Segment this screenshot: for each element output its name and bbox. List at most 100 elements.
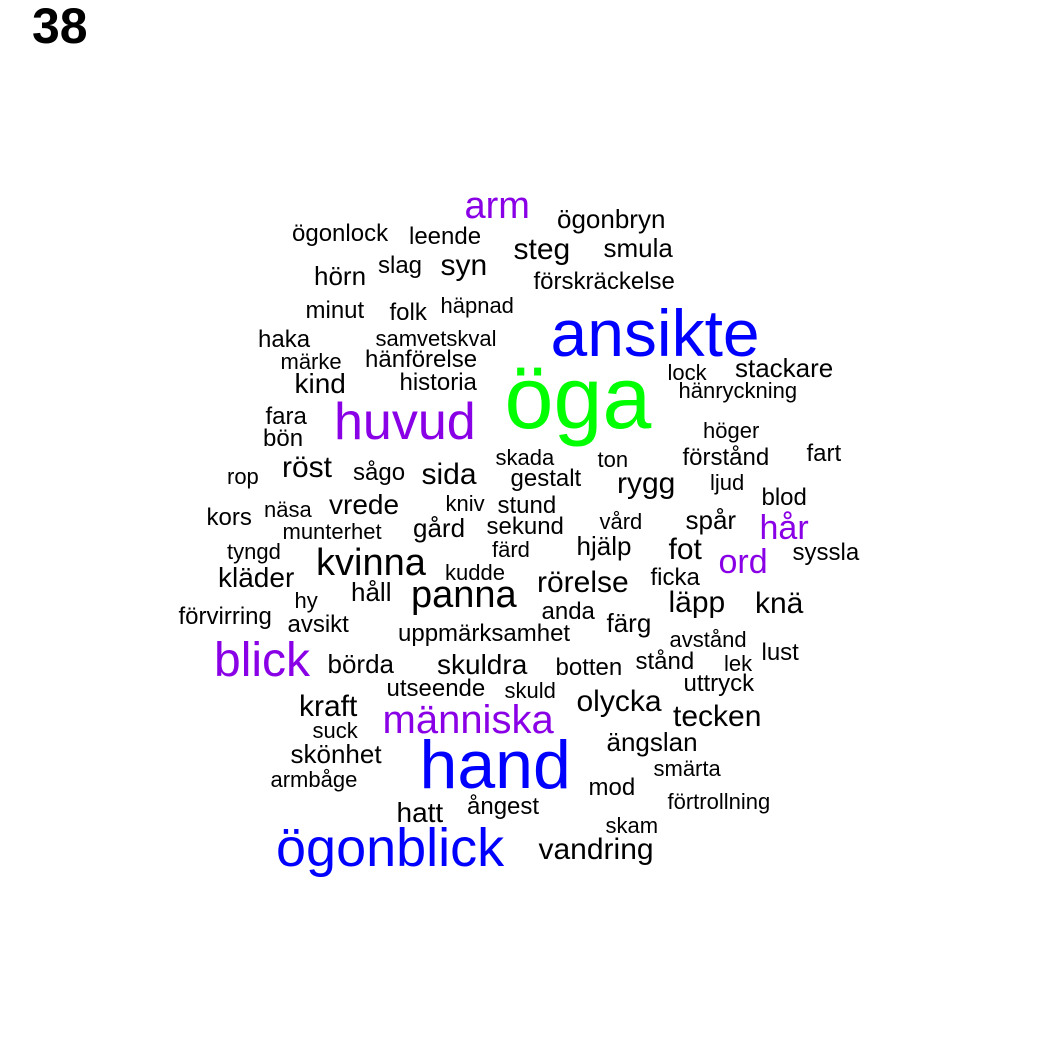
word: kudde bbox=[445, 560, 505, 585]
word: suck bbox=[312, 718, 358, 743]
word: bön bbox=[263, 425, 304, 452]
word: avstånd bbox=[669, 627, 747, 652]
word: uppmärksamhet bbox=[398, 620, 571, 647]
word: blod bbox=[761, 484, 807, 511]
word: haka bbox=[258, 326, 311, 353]
word: blick bbox=[214, 634, 311, 687]
word: smula bbox=[603, 233, 673, 263]
figure-number-label: 38 bbox=[32, 0, 88, 54]
word: rörelse bbox=[537, 566, 629, 599]
word: håll bbox=[351, 577, 392, 607]
word: mod bbox=[588, 774, 636, 801]
word: hår bbox=[759, 509, 809, 547]
word: kors bbox=[206, 504, 252, 531]
word: olycka bbox=[576, 685, 662, 718]
word: hänförelse bbox=[365, 346, 478, 373]
word: vård bbox=[599, 509, 643, 534]
word: arm bbox=[464, 185, 530, 227]
word: börda bbox=[327, 649, 395, 679]
word: syssla bbox=[792, 539, 860, 566]
word: kläder bbox=[218, 562, 295, 593]
word: skuldra bbox=[437, 649, 528, 680]
word: folk bbox=[389, 299, 427, 326]
word: häpnad bbox=[440, 293, 514, 318]
word: vrede bbox=[329, 489, 400, 520]
word: förtrollning bbox=[667, 789, 771, 814]
word: lek bbox=[724, 651, 753, 676]
word: leende bbox=[409, 223, 482, 250]
word: ängslan bbox=[606, 727, 698, 757]
word: hörn bbox=[314, 261, 367, 291]
word: kind bbox=[294, 368, 346, 399]
word: näsa bbox=[264, 497, 312, 522]
word: förvirring bbox=[178, 603, 272, 630]
word: förstånd bbox=[682, 444, 770, 471]
word: märke bbox=[280, 349, 342, 374]
word: munterhet bbox=[282, 519, 382, 544]
word: knä bbox=[755, 587, 804, 620]
word: kvinna bbox=[316, 542, 426, 584]
word: avsikt bbox=[287, 611, 349, 638]
word: botten bbox=[555, 654, 623, 681]
word: huvud bbox=[334, 393, 476, 451]
word: utseende bbox=[386, 675, 486, 702]
word: ficka bbox=[650, 564, 700, 591]
word: tyngd bbox=[227, 539, 281, 564]
word: röst bbox=[282, 451, 333, 484]
word: kraft bbox=[299, 690, 358, 723]
word: ögonbryn bbox=[557, 204, 666, 234]
word: färg bbox=[606, 608, 652, 638]
word: stånd bbox=[635, 648, 695, 675]
word: skönhet bbox=[290, 739, 382, 769]
word: fara bbox=[265, 403, 307, 430]
word: stund bbox=[497, 492, 557, 519]
word: ångest bbox=[467, 793, 540, 820]
word: människa bbox=[382, 698, 554, 742]
word: anda bbox=[541, 598, 595, 625]
word: ton bbox=[597, 447, 629, 472]
word: ord bbox=[718, 543, 768, 581]
word: öga bbox=[504, 348, 652, 447]
word: samvetskval bbox=[375, 326, 497, 351]
word: armbåge bbox=[270, 767, 358, 792]
word: slag bbox=[378, 252, 423, 279]
word: hjälp bbox=[576, 531, 632, 561]
word: sågo bbox=[353, 459, 406, 486]
word: förskräckelse bbox=[533, 268, 675, 295]
word: fot bbox=[668, 533, 702, 566]
word: skada bbox=[495, 445, 555, 470]
word: tecken bbox=[673, 700, 762, 733]
word: ögonblick bbox=[276, 818, 505, 878]
word: minut bbox=[305, 297, 365, 324]
word: ögonlock bbox=[292, 220, 389, 247]
word: läpp bbox=[668, 586, 726, 619]
word: spår bbox=[685, 505, 737, 535]
word: skuld bbox=[504, 678, 556, 703]
word: skam bbox=[605, 813, 659, 838]
word: panna bbox=[411, 574, 517, 616]
word: hatt bbox=[396, 797, 444, 828]
word: sekund bbox=[486, 513, 564, 540]
word: smärta bbox=[653, 756, 721, 781]
word: rop bbox=[227, 464, 259, 489]
word: hand bbox=[419, 727, 571, 803]
word: hänryckning bbox=[678, 378, 798, 403]
word: höger bbox=[703, 418, 760, 443]
word: steg bbox=[513, 233, 571, 266]
word: sida bbox=[421, 458, 477, 491]
word: gestalt bbox=[510, 465, 582, 492]
word: hy bbox=[294, 588, 318, 613]
word: lust bbox=[761, 639, 799, 666]
word: ansikte bbox=[550, 296, 760, 370]
word: ljud bbox=[710, 470, 745, 495]
word: uttryck bbox=[683, 670, 755, 697]
word: färd bbox=[492, 537, 530, 562]
word: lock bbox=[667, 360, 707, 385]
word: stackare bbox=[735, 353, 834, 383]
word: fart bbox=[806, 440, 842, 467]
word: vandring bbox=[538, 833, 654, 866]
word: kniv bbox=[445, 491, 485, 516]
word: rygg bbox=[617, 467, 676, 500]
word: syn bbox=[440, 249, 488, 282]
